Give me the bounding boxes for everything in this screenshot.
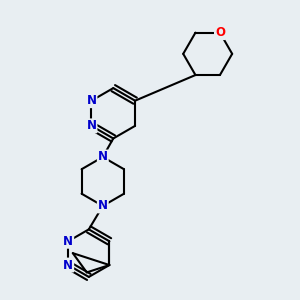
Text: N: N (98, 151, 108, 164)
Text: N: N (63, 259, 73, 272)
Text: N: N (86, 119, 97, 132)
Text: N: N (98, 200, 108, 212)
Text: N: N (63, 235, 73, 248)
Text: N: N (86, 94, 97, 107)
Text: O: O (215, 26, 225, 39)
